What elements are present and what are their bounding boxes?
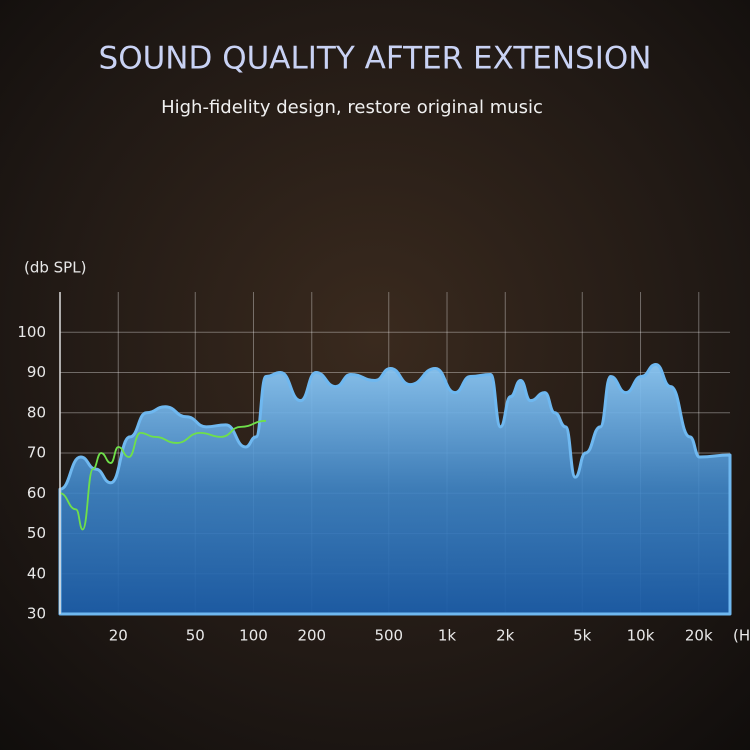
y-tick-label: 70	[27, 444, 46, 462]
x-tick-label: 200	[297, 627, 326, 645]
y-tick-label: 30	[27, 605, 46, 623]
y-tick-label: 80	[27, 403, 46, 421]
x-axis-label: (H	[733, 627, 750, 645]
y-tick-label: 100	[17, 323, 46, 341]
y-tick-label: 40	[27, 564, 46, 582]
x-tick-label: 1k	[438, 627, 457, 645]
x-tick-label: 5k	[573, 627, 592, 645]
area	[58, 362, 732, 616]
y-tick-label: 50	[27, 524, 46, 542]
x-tick-label: 10k	[627, 627, 655, 645]
x-tick-label: 100	[239, 627, 268, 645]
x-tick-label: 50	[186, 627, 205, 645]
chart-subtitle: High-fidelity design, restore original m…	[161, 97, 543, 118]
x-tick-label: 2k	[496, 627, 515, 645]
y-tick-label: 60	[27, 484, 46, 502]
line	[59, 419, 266, 531]
x-tick-label: 20	[109, 627, 128, 645]
plot	[58, 362, 732, 616]
x-tick-label: 500	[374, 627, 403, 645]
y-tick-label: 90	[27, 363, 46, 381]
x-tick-label: 20k	[685, 627, 713, 645]
chart-title: SOUND QUALITY AFTER EXTENSION	[99, 41, 652, 77]
y-axis-label: (db SPL)	[24, 259, 86, 277]
